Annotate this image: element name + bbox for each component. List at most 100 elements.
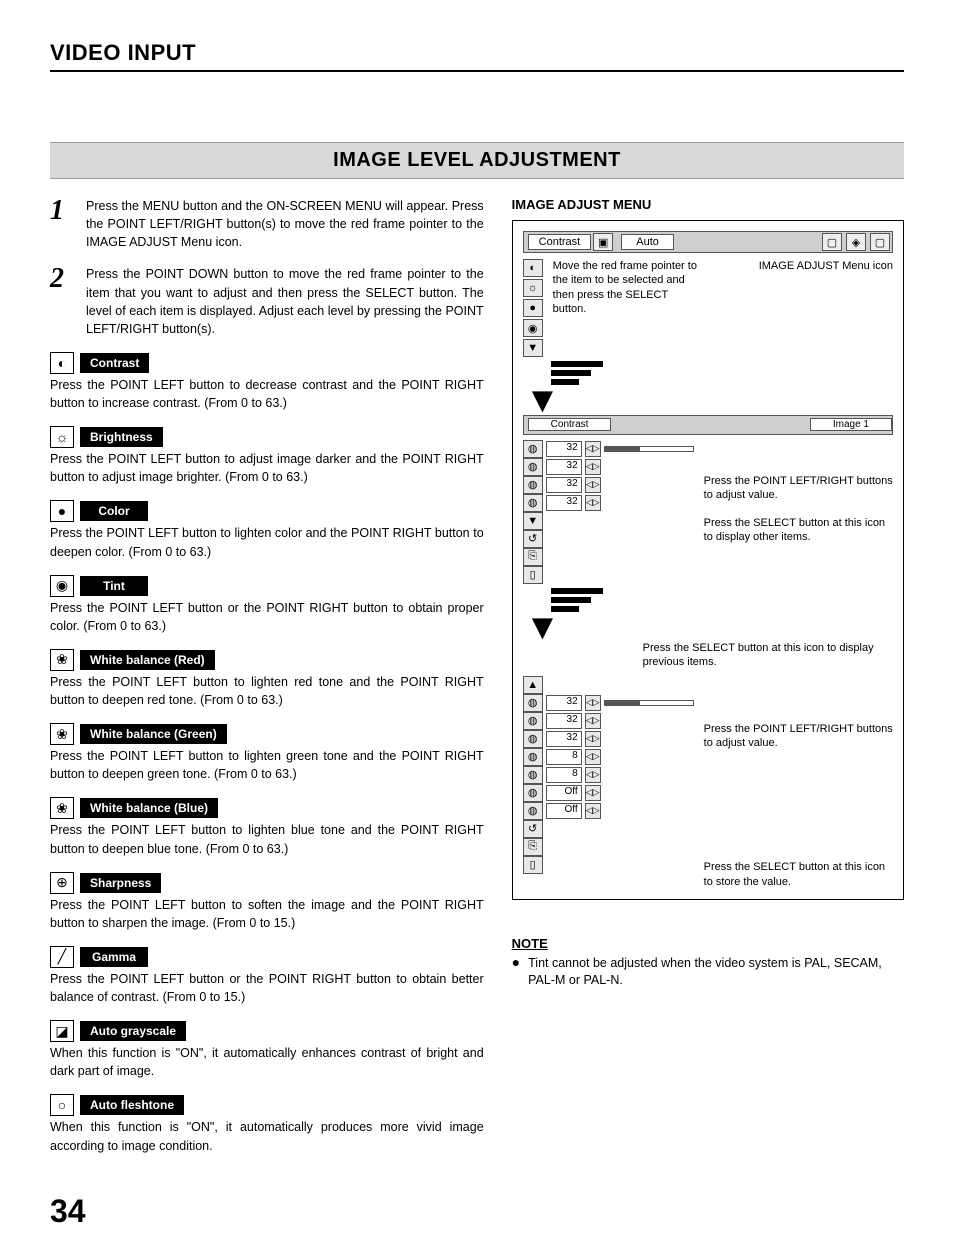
quit-icon: ▯ bbox=[523, 566, 543, 584]
callout-display-other: Press the SELECT button at this icon to … bbox=[704, 516, 893, 545]
value-row: ◍Off◁▷ bbox=[523, 784, 694, 802]
reset-icon: ↺ bbox=[523, 820, 543, 838]
arrow-down-icon: ▼ bbox=[525, 616, 893, 638]
param-desc: Press the POINT LEFT button to lighten g… bbox=[50, 747, 484, 783]
value: 32 bbox=[546, 713, 582, 729]
param-block: ○ Auto fleshtone When this function is "ON… bbox=[50, 1094, 484, 1154]
row-icon: ◍ bbox=[523, 476, 543, 494]
param-label: Brightness bbox=[80, 427, 163, 447]
callout-adjust-value-2: Press the POINT LEFT/RIGHT buttons to ad… bbox=[704, 722, 893, 751]
param-icon: ◉ bbox=[50, 575, 74, 597]
callout-adjust-value: Press the POINT LEFT/RIGHT buttons to ad… bbox=[704, 474, 893, 503]
param-icon: ◪ bbox=[50, 1020, 74, 1042]
bullet-icon: ● bbox=[512, 955, 520, 990]
note-text: Tint cannot be adjusted when the video s… bbox=[528, 955, 904, 990]
value-row: ◍32◁▷ bbox=[523, 730, 694, 748]
param-block: ❀White balance (Blue)Press the POINT LEF… bbox=[50, 797, 484, 857]
param-desc: When this function is "ON", it automatic… bbox=[50, 1044, 484, 1080]
step: 1 Press the MENU button and the ON-SCREEN… bbox=[50, 197, 484, 251]
contrast-icon: ◐ bbox=[523, 259, 543, 277]
note-heading: NOTE bbox=[512, 936, 904, 951]
value-row: ◍32◁▷ bbox=[523, 440, 694, 458]
left-right-icon: ◁▷ bbox=[585, 495, 601, 511]
sub-mode: Image 1 bbox=[810, 418, 892, 431]
row-icon: ◍ bbox=[523, 494, 543, 512]
callout-store-value: Press the SELECT button at this icon to … bbox=[704, 860, 893, 889]
param-label: Sharpness bbox=[80, 873, 161, 893]
left-right-icon: ◁▷ bbox=[585, 803, 601, 819]
left-right-icon: ◁▷ bbox=[585, 477, 601, 493]
param-desc: Press the POINT LEFT button to soften th… bbox=[50, 896, 484, 932]
param-desc: When this function is "ON", it automatic… bbox=[50, 1118, 484, 1154]
param-label: White balance (Blue) bbox=[80, 798, 218, 818]
value-row: ◍32◁▷ bbox=[523, 494, 694, 512]
param-block: ◉TintPress the POINT LEFT button or the … bbox=[50, 575, 484, 635]
param-desc: Press the POINT LEFT button to decrease … bbox=[50, 376, 484, 412]
param-block: ⊕SharpnessPress the POINT LEFT button to… bbox=[50, 872, 484, 932]
value: 32 bbox=[546, 441, 582, 457]
left-column: 1 Press the MENU button and the ON-SCREEN… bbox=[50, 197, 484, 1169]
param-label: White balance (Red) bbox=[80, 650, 215, 670]
store-icon: ⎘ bbox=[523, 548, 543, 566]
step: 2Press the POINT DOWN button to move the… bbox=[50, 265, 484, 338]
param-block: ◐ContrastPress the POINT LEFT button to … bbox=[50, 352, 484, 412]
row-icon: ◍ bbox=[523, 748, 543, 766]
param-label: Auto grayscale bbox=[80, 1021, 186, 1041]
param-label: Gamma bbox=[80, 947, 148, 967]
hint-move-pointer: Move the red frame pointer to the item t… bbox=[553, 259, 703, 316]
value: 32 bbox=[546, 495, 582, 511]
row-icon: ◍ bbox=[523, 802, 543, 820]
param-label: Color bbox=[80, 501, 148, 521]
page-title: VIDEO INPUT bbox=[50, 40, 904, 72]
row-icon: ◍ bbox=[523, 730, 543, 748]
menu-label: Contrast bbox=[528, 234, 592, 250]
param-block: ☼BrightnessPress the POINT LEFT button t… bbox=[50, 426, 484, 486]
value: 8 bbox=[546, 749, 582, 765]
menu-heading: IMAGE ADJUST MENU bbox=[512, 197, 904, 212]
value: 32 bbox=[546, 731, 582, 747]
value: 32 bbox=[546, 695, 582, 711]
sub-label: Contrast bbox=[528, 418, 612, 431]
param-label: Contrast bbox=[80, 353, 149, 373]
value-row: ◍32◁▷ bbox=[523, 712, 694, 730]
color-icon: ● bbox=[523, 299, 543, 317]
arrow-down-icon: ▼ bbox=[525, 389, 893, 411]
brightness-icon: ☼ bbox=[523, 279, 543, 297]
param-block: ◪ Auto grayscale When this function is "ON… bbox=[50, 1020, 484, 1080]
value: Off bbox=[546, 803, 582, 819]
value-row: ◍8◁▷ bbox=[523, 748, 694, 766]
value-row: ◍Off◁▷ bbox=[523, 802, 694, 820]
value: 32 bbox=[546, 477, 582, 493]
step-number: 2 bbox=[50, 265, 70, 338]
param-icon: ❀ bbox=[50, 723, 74, 745]
right-column: IMAGE ADJUST MENU Contrast ▣ Auto ▢ ◈ ▢ … bbox=[512, 197, 904, 1169]
param-block: ❀White balance (Green)Press the POINT LE… bbox=[50, 723, 484, 783]
param-label: Auto fleshtone bbox=[80, 1095, 184, 1115]
left-right-icon: ◁▷ bbox=[585, 441, 601, 457]
param-desc: Press the POINT LEFT button to lighten b… bbox=[50, 821, 484, 857]
param-icon: ● bbox=[50, 500, 74, 522]
row-icon: ◍ bbox=[523, 712, 543, 730]
slider bbox=[604, 700, 694, 706]
step-number: 1 bbox=[50, 197, 70, 251]
param-desc: Press the POINT LEFT button to adjust im… bbox=[50, 450, 484, 486]
hint-menu-icon: IMAGE ADJUST Menu icon bbox=[759, 259, 893, 273]
down-icon: ▼ bbox=[523, 512, 543, 530]
param-icon: ○ bbox=[50, 1094, 74, 1116]
left-right-icon: ◁▷ bbox=[585, 749, 601, 765]
value: 8 bbox=[546, 767, 582, 783]
value-row: ◍32◁▷ bbox=[523, 476, 694, 494]
up-icon: ▲ bbox=[523, 676, 543, 694]
down-icon: ▼ bbox=[523, 339, 543, 357]
left-right-icon: ◁▷ bbox=[585, 731, 601, 747]
step-text: Press the MENU button and the ON-SCREEN … bbox=[86, 197, 484, 251]
left-right-icon: ◁▷ bbox=[585, 785, 601, 801]
section-title: IMAGE LEVEL ADJUSTMENT bbox=[50, 142, 904, 179]
value-row: ◍32◁▷ bbox=[523, 694, 694, 712]
menu-diagram-1: Contrast ▣ Auto ▢ ◈ ▢ ◐ ☼ ● ◉ ▼ Move the… bbox=[512, 220, 904, 900]
quit-icon: ▯ bbox=[523, 856, 543, 874]
left-right-icon: ◁▷ bbox=[585, 713, 601, 729]
left-right-icon: ◁▷ bbox=[585, 695, 601, 711]
value-row: ◍32◁▷ bbox=[523, 458, 694, 476]
row-icon: ◍ bbox=[523, 766, 543, 784]
